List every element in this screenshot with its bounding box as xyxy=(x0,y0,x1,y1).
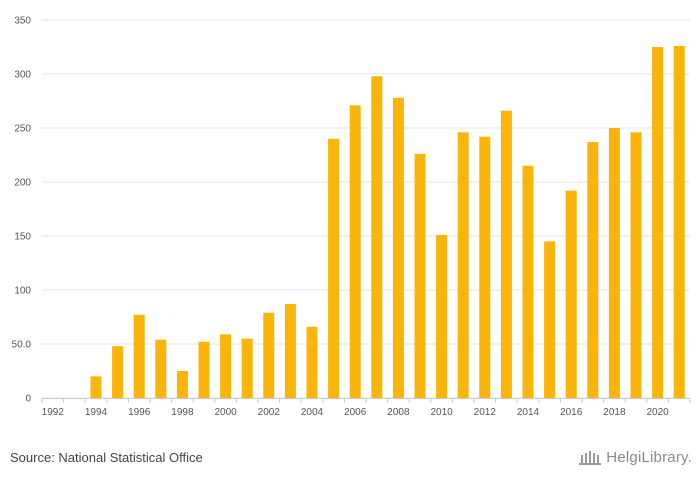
x-tick-label: 2004 xyxy=(301,407,324,418)
bar-2016[interactable] xyxy=(565,190,577,398)
y-tick-label: 200 xyxy=(14,178,31,189)
bar-2006[interactable] xyxy=(349,105,361,398)
y-tick-label: 250 xyxy=(14,124,31,135)
x-tick-label: 2008 xyxy=(387,407,410,418)
bar-2018[interactable] xyxy=(608,128,620,398)
bar-1998[interactable] xyxy=(176,371,188,398)
bar-2017[interactable] xyxy=(587,142,599,398)
bar-2000[interactable] xyxy=(220,334,232,398)
bar-2007[interactable] xyxy=(371,76,383,398)
helgi-library-logo[interactable]: HelgiLibrary. xyxy=(578,448,692,466)
bar-1999[interactable] xyxy=(198,341,210,398)
bar-1997[interactable] xyxy=(155,339,167,398)
bar-2002[interactable] xyxy=(263,312,275,398)
x-tick-label: 2006 xyxy=(344,407,367,418)
bar-2013[interactable] xyxy=(500,110,512,398)
x-tick-label: 2016 xyxy=(560,407,583,418)
x-tick-label: 2010 xyxy=(430,407,453,418)
x-axis xyxy=(41,398,691,403)
x-tick-label: 2000 xyxy=(214,407,237,418)
library-building-icon xyxy=(579,451,602,465)
bar-chart: 0 50.0 100 150 200 250 300 350 1992 1994 1996 1998… xyxy=(12,16,691,418)
y-tick-label: 150 xyxy=(14,232,31,243)
y-tick-label: 350 xyxy=(14,16,31,27)
bar-2012[interactable] xyxy=(479,136,491,398)
bar-1994[interactable] xyxy=(90,376,102,398)
bar-2004[interactable] xyxy=(306,326,318,398)
source-note: Source: National Statistical Office xyxy=(10,450,203,465)
x-tick-label: 1992 xyxy=(42,407,65,418)
x-tick-label: 2020 xyxy=(646,407,669,418)
bars xyxy=(90,45,685,399)
x-tick-label: 2014 xyxy=(517,407,540,418)
x-tick-label: 2018 xyxy=(603,407,626,418)
bar-2015[interactable] xyxy=(544,241,556,398)
bar-2010[interactable] xyxy=(436,234,448,398)
bar-2014[interactable] xyxy=(522,165,534,398)
bar-2003[interactable] xyxy=(284,304,296,398)
chart-footer: Source: National Statistical Office Helg… xyxy=(0,440,700,483)
y-tick-label: 50.0 xyxy=(12,340,32,351)
bar-2005[interactable] xyxy=(328,138,340,399)
x-tick-label: 2012 xyxy=(474,407,497,418)
y-tick-label: 300 xyxy=(14,70,31,81)
x-tick-label: 1994 xyxy=(85,407,108,418)
bar-2008[interactable] xyxy=(392,97,404,398)
y-axis-tick-labels: 0 50.0 100 150 200 250 300 350 xyxy=(12,16,32,405)
bar-2019[interactable] xyxy=(630,132,642,398)
bar-2020[interactable] xyxy=(652,47,664,398)
bar-2021[interactable] xyxy=(673,45,685,399)
bar-1996[interactable] xyxy=(133,314,145,398)
y-tick-label: 0 xyxy=(25,394,31,405)
bar-1995[interactable] xyxy=(112,346,124,398)
logo-text: HelgiLibrary. xyxy=(606,448,692,466)
gridlines xyxy=(42,19,690,399)
x-tick-label: 1998 xyxy=(171,407,194,418)
x-tick-label: 1996 xyxy=(128,407,151,418)
x-tick-label: 2002 xyxy=(258,407,281,418)
bar-2001[interactable] xyxy=(241,338,253,398)
y-tick-label: 100 xyxy=(14,286,31,297)
bar-2011[interactable] xyxy=(457,132,469,398)
x-axis-tick-labels: 1992 1994 1996 1998 2000 2002 2004 2006 2008 2010… xyxy=(42,407,669,418)
bar-2009[interactable] xyxy=(414,153,426,398)
